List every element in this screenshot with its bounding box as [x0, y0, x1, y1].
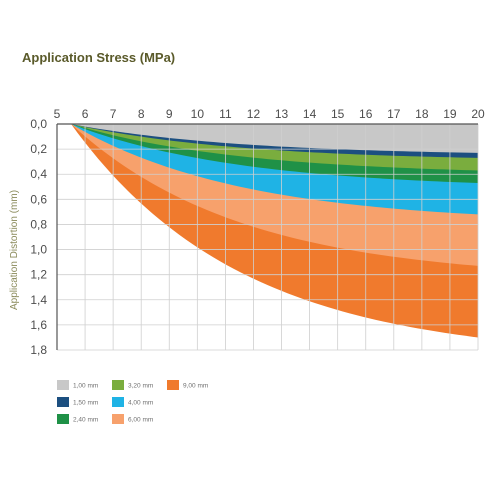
x-tick-labels: 5 6 7 8 9 10 11 12 13 14 15 16 17 18 19 20 [54, 107, 485, 121]
x-tick-label: 6 [82, 107, 89, 121]
area-series-1-00-mm [71, 124, 478, 153]
legend-swatch [112, 397, 124, 407]
chart-title: Application Stress (MPa) [22, 50, 176, 65]
x-tick-label: 16 [359, 107, 373, 121]
y-axis-label: Application Distortion (mm) [9, 190, 20, 310]
legend-label: 1,00 mm [73, 383, 98, 390]
legend-swatch [57, 380, 69, 390]
x-tick-label: 8 [138, 107, 145, 121]
x-tick-label: 15 [331, 107, 345, 121]
legend-item: 3,20 mm [112, 380, 153, 390]
legend-label: 2,40 mm [73, 417, 98, 424]
y-tick-labels: 0,0 0,2 0,4 0,6 0,8 1,0 1,2 1,4 1,6 1,8 [30, 117, 47, 357]
legend: 1,00 mm 1,50 mm 2,40 mm 3,20 mm 4,00 mm 6,00 … [57, 380, 208, 424]
legend-item: 9,00 mm [167, 380, 208, 390]
y-tick-label: 0,4 [30, 167, 47, 181]
x-tick-label: 10 [191, 107, 205, 121]
chart-areas [71, 124, 478, 338]
legend-label: 9,00 mm [183, 383, 208, 390]
legend-swatch [112, 380, 124, 390]
x-tick-label: 11 [219, 107, 232, 121]
legend-item: 6,00 mm [112, 414, 153, 424]
legend-label: 4,00 mm [128, 400, 153, 407]
chart-grid [56, 123, 479, 351]
x-tick-label: 13 [275, 107, 289, 121]
x-tick-label: 17 [387, 107, 401, 121]
y-tick-label: 0,0 [30, 117, 47, 131]
y-tick-label: 1,8 [30, 343, 47, 357]
legend-swatch [112, 414, 124, 424]
legend-label: 1,50 mm [73, 400, 98, 407]
legend-label: 6,00 mm [128, 417, 153, 424]
legend-item: 2,40 mm [57, 414, 98, 424]
legend-item: 1,00 mm [57, 380, 98, 390]
x-tick-label: 12 [247, 107, 261, 121]
x-tick-label: 7 [110, 107, 117, 121]
legend-label: 3,20 mm [128, 383, 153, 390]
x-tick-label: 18 [415, 107, 429, 121]
y-tick-label: 0,2 [30, 142, 47, 156]
legend-swatch [57, 414, 69, 424]
x-tick-label: 5 [54, 107, 61, 121]
y-tick-label: 0,6 [30, 192, 47, 206]
y-tick-label: 1,2 [30, 268, 47, 282]
x-tick-label: 14 [303, 107, 317, 121]
x-tick-label: 20 [471, 107, 485, 121]
legend-swatch [167, 380, 179, 390]
x-tick-label: 19 [443, 107, 457, 121]
y-tick-label: 1,4 [30, 293, 47, 307]
x-tick-label: 9 [166, 107, 173, 121]
legend-swatch [57, 397, 69, 407]
y-tick-label: 1,0 [30, 243, 47, 257]
y-tick-label: 0,8 [30, 217, 47, 231]
legend-item: 4,00 mm [112, 397, 153, 407]
legend-item: 1,50 mm [57, 397, 98, 407]
y-tick-label: 1,6 [30, 318, 47, 332]
